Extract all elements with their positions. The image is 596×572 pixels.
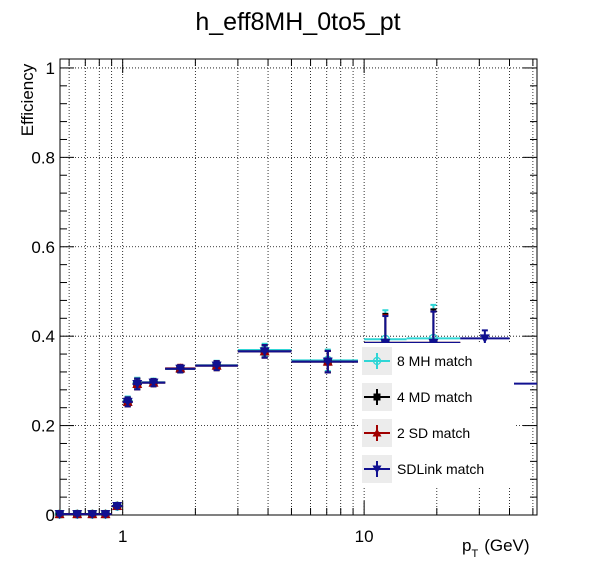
y-tick-label: 1 bbox=[46, 59, 55, 78]
legend-entry: 8 MH match bbox=[362, 347, 472, 375]
y-tick-label: 0.2 bbox=[31, 417, 55, 436]
chart-title: h_eff8MH_0to5_pt bbox=[195, 8, 400, 36]
data-point-marker bbox=[112, 502, 123, 512]
data-point-marker bbox=[132, 380, 143, 390]
grid-lines bbox=[60, 59, 537, 516]
data-point-marker bbox=[122, 397, 133, 407]
data-point bbox=[54, 510, 70, 520]
legend: 8 MH match 4 MD match 2 SD match SDLink mat… bbox=[358, 343, 514, 487]
y-tick-label: 0.8 bbox=[31, 148, 55, 167]
legend-entry: 4 MD match bbox=[362, 383, 472, 411]
data-point-marker bbox=[372, 465, 382, 474]
data-point-marker bbox=[54, 510, 65, 520]
data-point bbox=[99, 510, 112, 520]
data-point-marker bbox=[372, 356, 382, 366]
x-axis-label: pT (GeV) bbox=[462, 536, 530, 560]
x-axis-label-sub: T bbox=[471, 548, 478, 560]
data-point bbox=[122, 396, 133, 408]
x-tick-label: 10 bbox=[355, 527, 374, 546]
y-tick-label: 0 bbox=[46, 506, 55, 525]
x-axis-label-main: p bbox=[462, 536, 471, 555]
y-tick-label: 0.6 bbox=[31, 238, 55, 257]
data-point-marker bbox=[479, 334, 490, 344]
data-point bbox=[85, 510, 100, 520]
data-point bbox=[291, 349, 365, 374]
axis-ticks: 1 10 0 0.2 0.4 0.6 0.8 1 bbox=[31, 59, 537, 546]
x-tick-label: 1 bbox=[118, 527, 127, 546]
legend-label: 2 SD match bbox=[397, 425, 470, 441]
plot-frame bbox=[59, 58, 538, 516]
data-series bbox=[54, 310, 537, 520]
data-point bbox=[141, 378, 166, 388]
legend-label: 8 MH match bbox=[397, 353, 472, 369]
data-point-marker bbox=[72, 510, 83, 520]
data-point-marker bbox=[372, 428, 382, 437]
data-point bbox=[111, 502, 123, 512]
y-tick-label: 0.4 bbox=[31, 327, 55, 346]
legend-entry: 2 SD match bbox=[362, 419, 470, 447]
data-point bbox=[132, 377, 143, 391]
data-point-marker bbox=[148, 378, 159, 388]
data-point-marker bbox=[175, 364, 186, 374]
data-point bbox=[195, 360, 238, 372]
data-point-marker bbox=[259, 347, 270, 357]
data-point-marker bbox=[373, 393, 381, 401]
data-point-marker bbox=[211, 361, 222, 371]
legend-label: SDLink match bbox=[397, 461, 484, 477]
data-point bbox=[69, 510, 86, 520]
data-point-marker bbox=[322, 357, 333, 367]
x-axis-label-unit: (GeV) bbox=[484, 536, 529, 555]
data-point-marker bbox=[87, 510, 98, 520]
legend-entry: SDLink match bbox=[362, 455, 484, 483]
legend-label: 4 MD match bbox=[397, 389, 472, 405]
data-point-marker bbox=[100, 510, 111, 520]
data-point bbox=[165, 364, 196, 374]
data-point bbox=[237, 344, 292, 359]
y-axis-label: Efficiency bbox=[18, 63, 37, 136]
